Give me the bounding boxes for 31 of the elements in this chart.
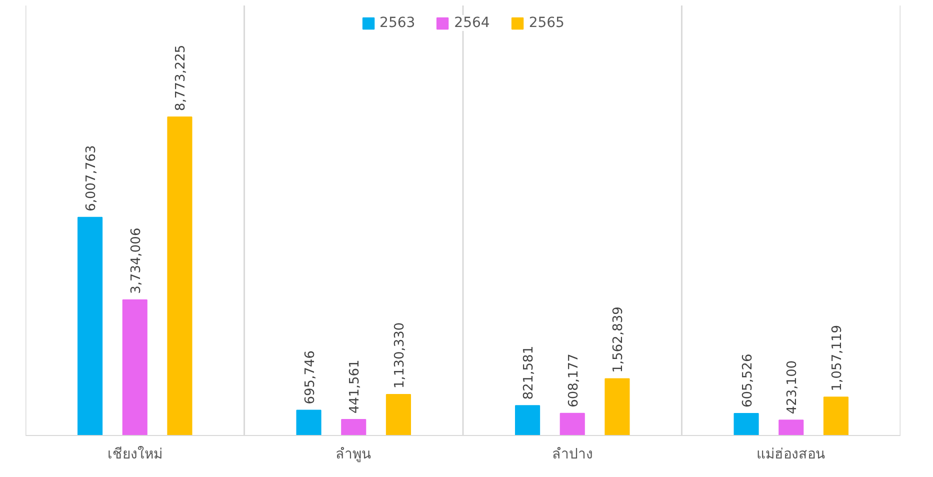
legend-label: 2564 [454,15,490,31]
bar [778,420,804,436]
data-label: 6,007,763 [84,145,100,212]
data-label: 441,561 [348,360,363,414]
bar [823,396,848,436]
x-tick-label: ลำพูน [336,446,372,462]
bar [167,116,192,436]
bar [386,394,411,436]
data-label: 423,100 [785,360,800,414]
x-tick-label: เชียงใหม่ [107,446,162,462]
bar [341,418,366,436]
legend-label: 2563 [380,15,416,31]
data-label: 1,057,119 [830,324,845,392]
bar [122,299,148,436]
data-label: 605,526 [740,354,756,408]
x-tick-label: ลำปาง [552,446,593,462]
data-label: 3,734,006 [128,228,144,294]
x-tick-label: แม่ฮ่องสอน [756,446,826,462]
legend-label: 2565 [528,15,564,31]
bar [78,216,103,436]
data-label: 821,581 [522,346,537,400]
data-label: 1,562,839 [611,306,626,373]
bar [296,410,322,436]
data-label: 608,177 [566,354,582,408]
data-label: 695,746 [302,350,318,404]
bar [604,378,630,436]
bar [560,412,585,436]
bar [734,413,759,436]
data-label: 8,773,225 [174,44,189,111]
bar [515,405,540,436]
data-label: 1,130,330 [392,322,408,388]
